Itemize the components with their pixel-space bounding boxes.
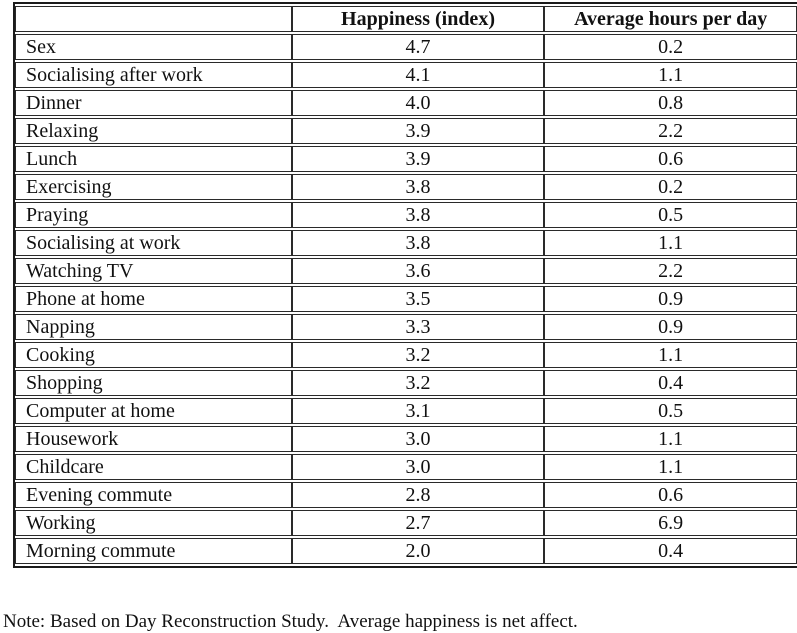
- activity-cell: Phone at home: [15, 286, 292, 312]
- happiness-value-cell: 4.7: [291, 34, 545, 60]
- hours-value-cell: 2.2: [544, 118, 797, 144]
- activity-cell: Watching TV: [15, 258, 292, 284]
- table-row: Sex 4.7 0.2: [15, 34, 797, 60]
- happiness-value-cell: 3.3: [291, 314, 545, 340]
- activity-cell: Dinner: [15, 90, 292, 116]
- happiness-value-cell: 3.2: [291, 370, 545, 396]
- activity-cell: Lunch: [15, 146, 292, 172]
- hours-value-cell: 1.1: [544, 342, 797, 368]
- activity-cell: Sex: [15, 34, 292, 60]
- table-row: Socialising after work 4.1 1.1: [15, 62, 797, 88]
- header-row: Happiness (index) Average hours per day: [15, 6, 797, 32]
- hours-value-cell: 0.9: [544, 286, 797, 312]
- happiness-value-cell: 3.8: [291, 230, 545, 256]
- activity-cell: Evening commute: [15, 482, 292, 508]
- table-row: Computer at home 3.1 0.5: [15, 398, 797, 424]
- activity-cell: Computer at home: [15, 398, 292, 424]
- table-row: Dinner 4.0 0.8: [15, 90, 797, 116]
- hours-value-cell: 0.4: [544, 370, 797, 396]
- hours-value-cell: 1.1: [544, 426, 797, 452]
- hours-value-cell: 0.2: [544, 174, 797, 200]
- activity-cell: Socialising at work: [15, 230, 292, 256]
- table-row: Socialising at work 3.8 1.1: [15, 230, 797, 256]
- hours-value-cell: 0.6: [544, 482, 797, 508]
- table-row: Shopping 3.2 0.4: [15, 370, 797, 396]
- happiness-value-cell: 3.8: [291, 174, 545, 200]
- hours-value-cell: 0.8: [544, 90, 797, 116]
- table-row: Working 2.7 6.9: [15, 510, 797, 536]
- activity-cell: Shopping: [15, 370, 292, 396]
- hours-value-cell: 1.1: [544, 230, 797, 256]
- table-row: Exercising 3.8 0.2: [15, 174, 797, 200]
- happiness-value-cell: 2.0: [291, 538, 545, 564]
- column-header-activity: [15, 6, 292, 32]
- hours-value-cell: 0.2: [544, 34, 797, 60]
- table-row: Napping 3.3 0.9: [15, 314, 797, 340]
- activity-cell: Relaxing: [15, 118, 292, 144]
- hours-value-cell: 6.9: [544, 510, 797, 536]
- hours-value-cell: 0.6: [544, 146, 797, 172]
- table-note: Note: Based on Day Reconstruction Study.…: [3, 611, 578, 632]
- hours-value-cell: 2.2: [544, 258, 797, 284]
- table-row: Evening commute 2.8 0.6: [15, 482, 797, 508]
- activity-cell: Socialising after work: [15, 62, 292, 88]
- activity-cell: Exercising: [15, 174, 292, 200]
- happiness-value-cell: 3.6: [291, 258, 545, 284]
- hours-value-cell: 0.4: [544, 538, 797, 564]
- column-header-average-hours-per-day: Average hours per day: [544, 6, 797, 32]
- activity-cell: Cooking: [15, 342, 292, 368]
- hours-value-cell: 0.5: [544, 202, 797, 228]
- happiness-value-cell: 3.2: [291, 342, 545, 368]
- table-row: Praying 3.8 0.5: [15, 202, 797, 228]
- activity-cell: Morning commute: [15, 538, 292, 564]
- activity-cell: Working: [15, 510, 292, 536]
- happiness-value-cell: 4.1: [291, 62, 545, 88]
- table-row: Morning commute 2.0 0.4: [15, 538, 797, 564]
- table-row: Watching TV 3.6 2.2: [15, 258, 797, 284]
- activity-cell: Napping: [15, 314, 292, 340]
- table-row: Phone at home 3.5 0.9: [15, 286, 797, 312]
- happiness-value-cell: 2.8: [291, 482, 545, 508]
- happiness-value-cell: 3.5: [291, 286, 545, 312]
- hours-value-cell: 1.1: [544, 62, 797, 88]
- table-body: Sex 4.7 0.2 Socialising after work 4.1 1.1 Din…: [15, 34, 797, 564]
- hours-value-cell: 0.9: [544, 314, 797, 340]
- table-row: Relaxing 3.9 2.2: [15, 118, 797, 144]
- activity-cell: Praying: [15, 202, 292, 228]
- hours-value-cell: 1.1: [544, 454, 797, 480]
- happiness-value-cell: 3.8: [291, 202, 545, 228]
- table-row: Childcare 3.0 1.1: [15, 454, 797, 480]
- happiness-value-cell: 3.1: [291, 398, 545, 424]
- activity-cell: Childcare: [15, 454, 292, 480]
- happiness-value-cell: 3.0: [291, 426, 545, 452]
- table-row: Lunch 3.9 0.6: [15, 146, 797, 172]
- happiness-value-cell: 3.9: [291, 146, 545, 172]
- happiness-value-cell: 3.0: [291, 454, 545, 480]
- document-page: Happiness (index) Average hours per day …: [3, 2, 797, 632]
- happiness-value-cell: 4.0: [291, 90, 545, 116]
- happiness-activities-table: Happiness (index) Average hours per day …: [13, 2, 797, 568]
- hours-value-cell: 0.5: [544, 398, 797, 424]
- happiness-value-cell: 3.9: [291, 118, 545, 144]
- table-row: Housework 3.0 1.1: [15, 426, 797, 452]
- activity-cell: Housework: [15, 426, 292, 452]
- happiness-value-cell: 2.7: [291, 510, 545, 536]
- table-row: Cooking 3.2 1.1: [15, 342, 797, 368]
- column-header-happiness-index: Happiness (index): [291, 6, 545, 32]
